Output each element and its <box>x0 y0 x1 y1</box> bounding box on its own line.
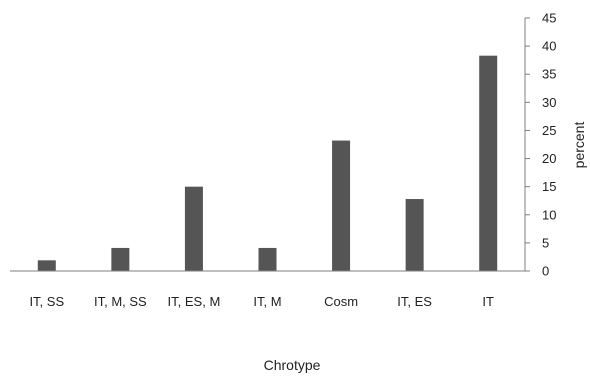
x-axis-title: Chrotype <box>264 357 321 373</box>
bar <box>37 260 56 271</box>
x-tick-label: IT, M, SS <box>94 294 147 309</box>
x-tick-label: IT, SS <box>29 294 64 309</box>
bar <box>184 186 203 271</box>
x-tick-label: IT, ES, M <box>168 294 221 309</box>
bar <box>479 55 498 272</box>
y-tick-label: 15 <box>542 179 556 194</box>
x-tick-labels-group: IT, SS IT, M, SS IT, ES, M IT, M Cosm IT, ES I… <box>29 294 494 309</box>
y-tick-label: 5 <box>542 235 549 250</box>
y-axis-title: percent <box>571 122 587 169</box>
x-tick-label: Cosm <box>324 294 358 309</box>
bars-group <box>37 55 498 272</box>
bar <box>258 247 277 271</box>
x-tick-label: IT, ES <box>397 294 432 309</box>
y-tick-label: 40 <box>542 39 556 54</box>
y-tick-label: 30 <box>542 95 556 110</box>
bar <box>111 247 130 271</box>
y-tick-label: 25 <box>542 123 556 138</box>
bar <box>332 140 351 271</box>
y-tick-label: 45 <box>542 11 556 26</box>
y-tick-label: 0 <box>542 264 549 279</box>
y-tick-label: 35 <box>542 67 556 82</box>
y-ticks-group: 0 5 10 15 20 25 30 35 40 45 <box>525 11 556 279</box>
bar <box>405 199 424 271</box>
x-tick-label: IT <box>482 294 494 309</box>
y-tick-label: 20 <box>542 151 556 166</box>
x-tick-label: IT, M <box>253 294 281 309</box>
y-tick-label: 10 <box>542 207 556 222</box>
